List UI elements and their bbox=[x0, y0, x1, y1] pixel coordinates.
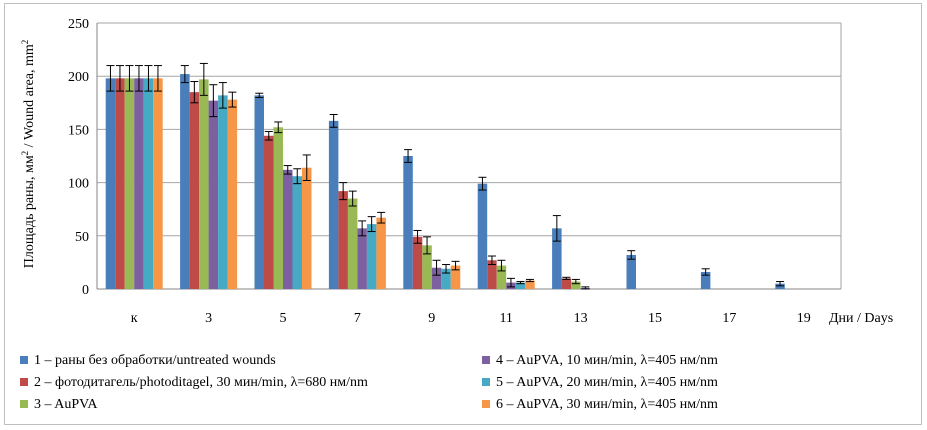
chart-frame: Площадь раны, мм2 / Wound area, mm2 0 50 1… bbox=[4, 3, 922, 425]
bar bbox=[180, 74, 190, 290]
x-axis-label: Дни / Days bbox=[829, 311, 893, 326]
bar bbox=[450, 265, 461, 289]
bar bbox=[626, 254, 636, 289]
bar bbox=[357, 228, 367, 289]
legend-label: 2 – фотодитагель/photoditagel, 30 мин/mi… bbox=[34, 375, 368, 390]
legend-swatch bbox=[20, 355, 28, 364]
legend-label: 1 – раны без обработки/untreated wounds bbox=[34, 353, 276, 368]
legend-item: 3 – AuPVA bbox=[20, 397, 98, 413]
bar-chart: Площадь раны, мм2 / Wound area, mm2 0501… bbox=[20, 17, 893, 326]
y-axis-label-sep: / bbox=[22, 140, 37, 151]
x-tick-label: 7 bbox=[354, 311, 361, 326]
y-tick-label: 200 bbox=[68, 70, 89, 85]
bar bbox=[515, 282, 526, 289]
bar bbox=[227, 99, 238, 289]
legend-label: 5 – AuPVA, 20 мин/min, λ=405 нм/nm bbox=[496, 375, 718, 390]
legend-label: 3 – AuPVA bbox=[34, 397, 98, 412]
legend-item: 2 – фотодитагель/photoditagel, 30 мин/mi… bbox=[20, 375, 368, 391]
legend-swatch bbox=[482, 399, 490, 408]
y-axis-label-en-sup: 2 bbox=[20, 40, 30, 45]
y-axis-label-ru-sup: 2 bbox=[20, 151, 30, 156]
y-tick-label: 250 bbox=[68, 17, 89, 32]
bar bbox=[143, 78, 154, 289]
bar bbox=[347, 198, 358, 289]
bar bbox=[487, 260, 497, 289]
bar bbox=[283, 169, 293, 289]
y-axis-label-en: Wound area, mm bbox=[22, 44, 37, 140]
bar bbox=[431, 267, 442, 289]
legend-item: 5 – AuPVA, 20 мин/min, λ=405 нм/nm bbox=[482, 375, 718, 391]
bar bbox=[124, 78, 135, 289]
bar bbox=[115, 78, 125, 289]
bar bbox=[700, 271, 711, 289]
bar bbox=[525, 280, 535, 289]
y-tick-label: 150 bbox=[68, 123, 89, 138]
y-axis-label-ru: Площадь раны, мм bbox=[22, 155, 37, 268]
bar bbox=[403, 156, 413, 289]
legend-swatch bbox=[482, 377, 490, 386]
x-tick-label: 15 bbox=[648, 311, 662, 326]
bar bbox=[376, 217, 386, 289]
legend-swatch bbox=[20, 377, 28, 386]
y-tick-label: 100 bbox=[68, 177, 89, 192]
bars bbox=[105, 74, 785, 290]
bar bbox=[328, 120, 339, 289]
legend-swatch bbox=[20, 399, 28, 408]
y-axis-label: Площадь раны, мм2 / Wound area, mm2 bbox=[20, 40, 37, 269]
bar bbox=[775, 283, 785, 289]
bar bbox=[338, 191, 348, 289]
bar bbox=[153, 78, 163, 289]
x-tick-label: 9 bbox=[428, 311, 435, 326]
bar bbox=[571, 281, 581, 289]
bar bbox=[218, 95, 228, 290]
bar bbox=[366, 224, 377, 289]
legend-swatch bbox=[482, 355, 490, 364]
bar bbox=[273, 127, 283, 289]
x-tick-label: 13 bbox=[574, 311, 588, 326]
x-tick-label: 17 bbox=[722, 311, 736, 326]
y-tick-label: 50 bbox=[75, 230, 89, 245]
legend-item: 1 – раны без обработки/untreated wounds bbox=[20, 353, 276, 369]
legend-label: 6 – AuPVA, 30 мин/min, λ=405 нм/nm bbox=[496, 397, 718, 412]
y-tick-label: 0 bbox=[82, 283, 89, 298]
bar bbox=[561, 278, 572, 289]
x-tick-label: 19 bbox=[797, 311, 811, 326]
bar bbox=[199, 79, 209, 289]
bar bbox=[208, 100, 219, 289]
legend-item: 6 – AuPVA, 30 мин/min, λ=405 нм/nm bbox=[482, 397, 718, 413]
bar bbox=[254, 95, 264, 290]
y-tick-labels: 0 50 100 150 200 250 bbox=[68, 17, 89, 298]
legend-label: 4 – AuPVA, 10 мин/min, λ=405 нм/nm bbox=[496, 353, 718, 368]
bar bbox=[552, 228, 562, 289]
bar bbox=[441, 268, 451, 289]
x-tick-label: 3 bbox=[205, 311, 212, 326]
bar bbox=[292, 176, 302, 289]
bar bbox=[477, 183, 488, 289]
bar bbox=[134, 78, 144, 289]
x-tick-label: к bbox=[131, 311, 138, 326]
bar bbox=[422, 245, 432, 289]
legend-item: 4 – AuPVA, 10 мин/min, λ=405 нм/nm bbox=[482, 353, 718, 369]
error-bars bbox=[106, 62, 785, 290]
x-tick-label: 5 bbox=[280, 311, 287, 326]
x-tick-label: 11 bbox=[499, 311, 512, 326]
bar bbox=[105, 78, 116, 289]
bar bbox=[189, 92, 200, 289]
bar bbox=[302, 167, 312, 289]
bar bbox=[496, 265, 507, 289]
x-tick-labels: к 3 5 7 9 11 13 15 17 19 bbox=[131, 311, 811, 326]
bar bbox=[412, 236, 423, 289]
bar bbox=[264, 135, 274, 289]
